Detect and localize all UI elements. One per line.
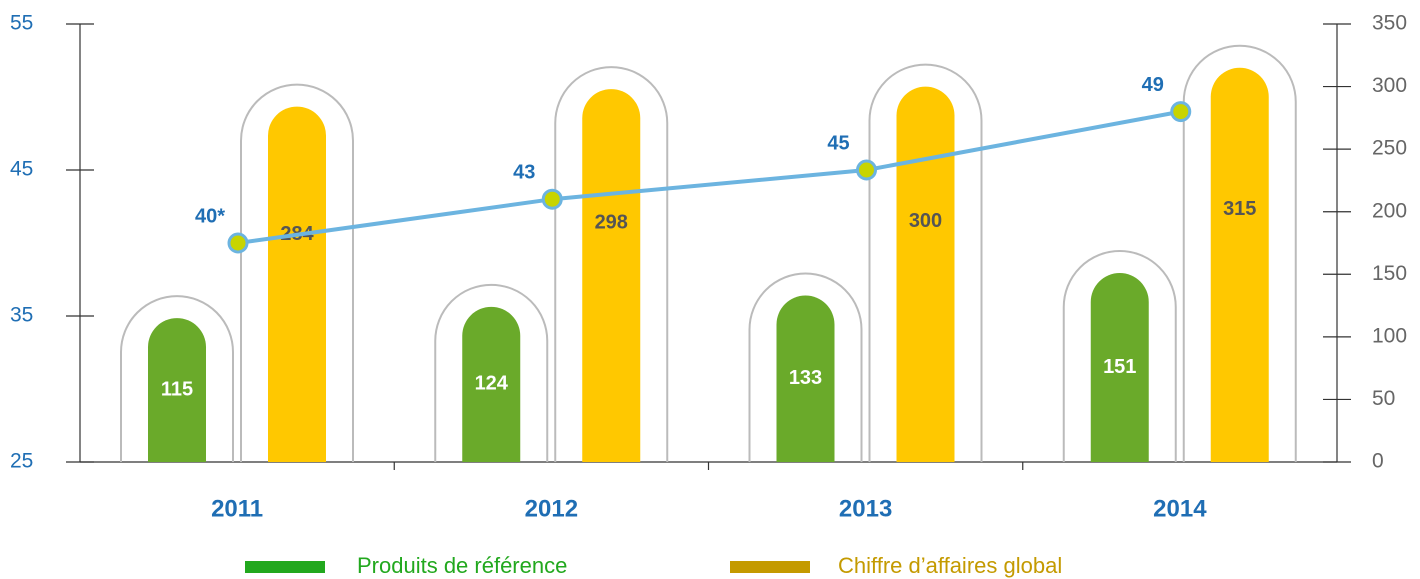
y2-tick-label: 0 <box>1372 450 1384 473</box>
bar <box>1210 67 1269 463</box>
bar-label: 300 <box>909 210 942 232</box>
line <box>237 109 1182 245</box>
bar-outline <box>1182 44 1297 462</box>
legend-swatch <box>730 561 810 573</box>
bar-label: 315 <box>1223 198 1256 220</box>
legend-label: Produits de référence <box>357 553 567 578</box>
bar-outline <box>554 66 669 462</box>
y2-tick-label: 150 <box>1372 262 1407 285</box>
x-tick-label: 2012 <box>525 495 578 522</box>
bar-label: 124 <box>475 373 509 395</box>
bar-outline <box>748 272 863 462</box>
line-label: 43 <box>513 161 535 183</box>
bar <box>582 89 641 462</box>
x-tick-label: 2013 <box>839 495 892 522</box>
x-tick-label: 2011 <box>211 495 263 522</box>
y2-tick-label: 100 <box>1372 324 1407 347</box>
bar <box>1090 273 1149 462</box>
y2-tick-label: 300 <box>1372 74 1407 97</box>
bar <box>148 318 206 462</box>
bar-label: 133 <box>789 367 822 389</box>
bar <box>776 295 835 462</box>
bar-outline <box>120 295 234 462</box>
bar-label: 151 <box>1103 356 1136 378</box>
line-label: 40* <box>195 205 225 227</box>
bar <box>268 106 326 462</box>
bar-outline <box>434 283 549 462</box>
y2-tick-label: 350 <box>1372 12 1407 35</box>
x-tick-label: 2014 <box>1153 495 1207 522</box>
bar-label: 298 <box>595 212 628 234</box>
y2-tick-label: 250 <box>1372 137 1407 160</box>
line-label: 49 <box>1142 74 1164 96</box>
bar-outline <box>240 83 354 462</box>
bar-outline <box>1062 250 1177 462</box>
legend-swatch <box>245 561 325 573</box>
bar-outline <box>868 63 983 462</box>
line-label: 45 <box>827 132 849 154</box>
y-tick-label: 35 <box>10 304 33 327</box>
legend-label: Chiffre d’affaires global <box>838 553 1062 578</box>
bar-label: 115 <box>161 378 193 400</box>
line-marker <box>541 188 563 210</box>
bar <box>462 306 521 462</box>
bar <box>896 86 955 462</box>
y-tick-label: 45 <box>10 158 33 181</box>
y2-tick-label: 200 <box>1372 199 1407 222</box>
y-tick-label: 55 <box>10 12 33 35</box>
y-tick-label: 25 <box>10 450 33 473</box>
y2-tick-label: 50 <box>1372 387 1395 410</box>
line-marker <box>856 159 877 181</box>
line-marker <box>227 232 249 254</box>
line-marker <box>1170 101 1192 123</box>
